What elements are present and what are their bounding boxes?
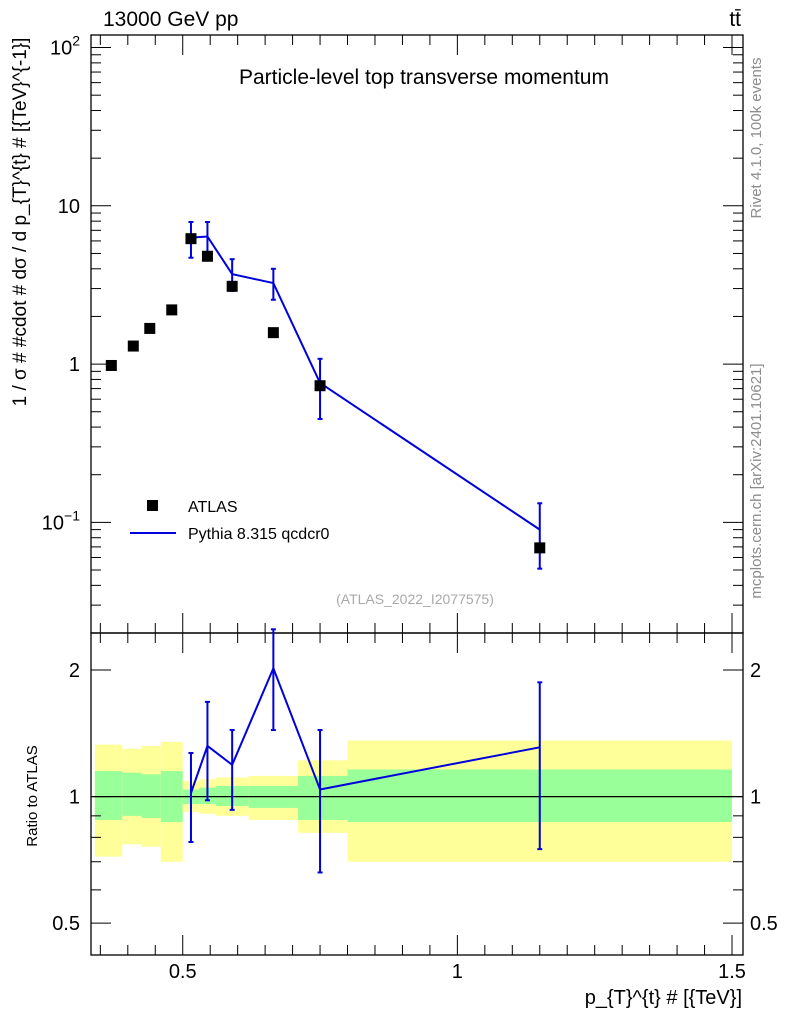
ratio-y-tick-label-right: 0.5: [750, 913, 778, 935]
tick-label-exponent: −1: [64, 507, 80, 523]
atlas-data-point: [226, 280, 238, 292]
ratio-inner-band: [94, 771, 123, 820]
ratio-y-tick-label: 2: [69, 660, 80, 682]
legend-label-pythia: Pythia 8.315 qcdcr0: [188, 526, 330, 543]
tick-label-exponent: 2: [72, 33, 80, 49]
atlas-data-point: [314, 380, 326, 392]
main-frame: [90, 34, 744, 634]
ratio-pythia-line: [190, 665, 540, 794]
watermark: (ATLAS_2022_I2077575): [336, 591, 494, 607]
tick-label-base: 1: [69, 354, 80, 376]
ratio-y-tick-label: 1: [69, 787, 80, 809]
main-y-tick-label: 10: [58, 196, 80, 218]
atlas-data-point: [185, 233, 197, 245]
ratio-y-tick-label-right: 2: [750, 660, 761, 682]
mcplots-label: mcplots.cern.ch [arXiv:2401.10621]: [748, 363, 765, 598]
ratio-axis-ticks: 0.5 1 1.5 0.5 0.5 1 1 2 2: [52, 633, 778, 983]
x-tick-label: 1.5: [718, 961, 746, 983]
atlas-data-point: [144, 322, 156, 334]
ratio-inner-band: [122, 772, 142, 816]
legend: ATLAS Pythia 8.315 qcdcr0: [130, 499, 330, 543]
main-plot-marks: [105, 221, 546, 570]
tick-label-base: 10: [50, 38, 72, 60]
main-y-axis-title: 1 / σ # #cdot # dσ / d p_{T}^{t} # [{TeV…: [10, 38, 31, 407]
atlas-data-point: [105, 359, 117, 371]
x-axis-title: p_{T}^{t} # [{TeV}]: [585, 987, 742, 1009]
pythia-line: [190, 235, 541, 531]
atlas-data-point: [534, 542, 546, 554]
atlas-data-point: [127, 340, 139, 352]
legend-marker-atlas: [147, 500, 158, 511]
rivet-label: Rivet 4.1.0, 100k events: [748, 58, 765, 219]
ratio-inner-band: [298, 775, 348, 820]
atlas-data-point: [201, 250, 213, 262]
chart-title: Particle-level top transverse momentum: [239, 66, 609, 89]
tick-label-base: 10: [58, 196, 80, 218]
energy-label: 13000 GeV pp: [103, 8, 238, 31]
x-tick-label: 0.5: [169, 961, 197, 983]
ratio-y-tick-label: 0.5: [52, 913, 80, 935]
ratio-y-tick-label-right: 1: [750, 787, 761, 809]
ratio-frame: [90, 632, 744, 956]
ratio-plot-marks: [188, 628, 543, 874]
atlas-data-point: [166, 304, 178, 316]
tick-label-base: 10: [42, 512, 64, 534]
process-label: tt̄: [729, 8, 741, 31]
main-y-tick-label: 102: [50, 33, 80, 60]
atlas-data-point: [267, 327, 279, 339]
legend-label-atlas: ATLAS: [188, 499, 238, 516]
main-y-tick-label: 1: [69, 354, 80, 376]
ratio-y-axis-title: Ratio to ATLAS: [24, 745, 41, 846]
x-tick-label: 1: [452, 961, 463, 983]
main-y-tick-label: 10−1: [42, 507, 80, 534]
